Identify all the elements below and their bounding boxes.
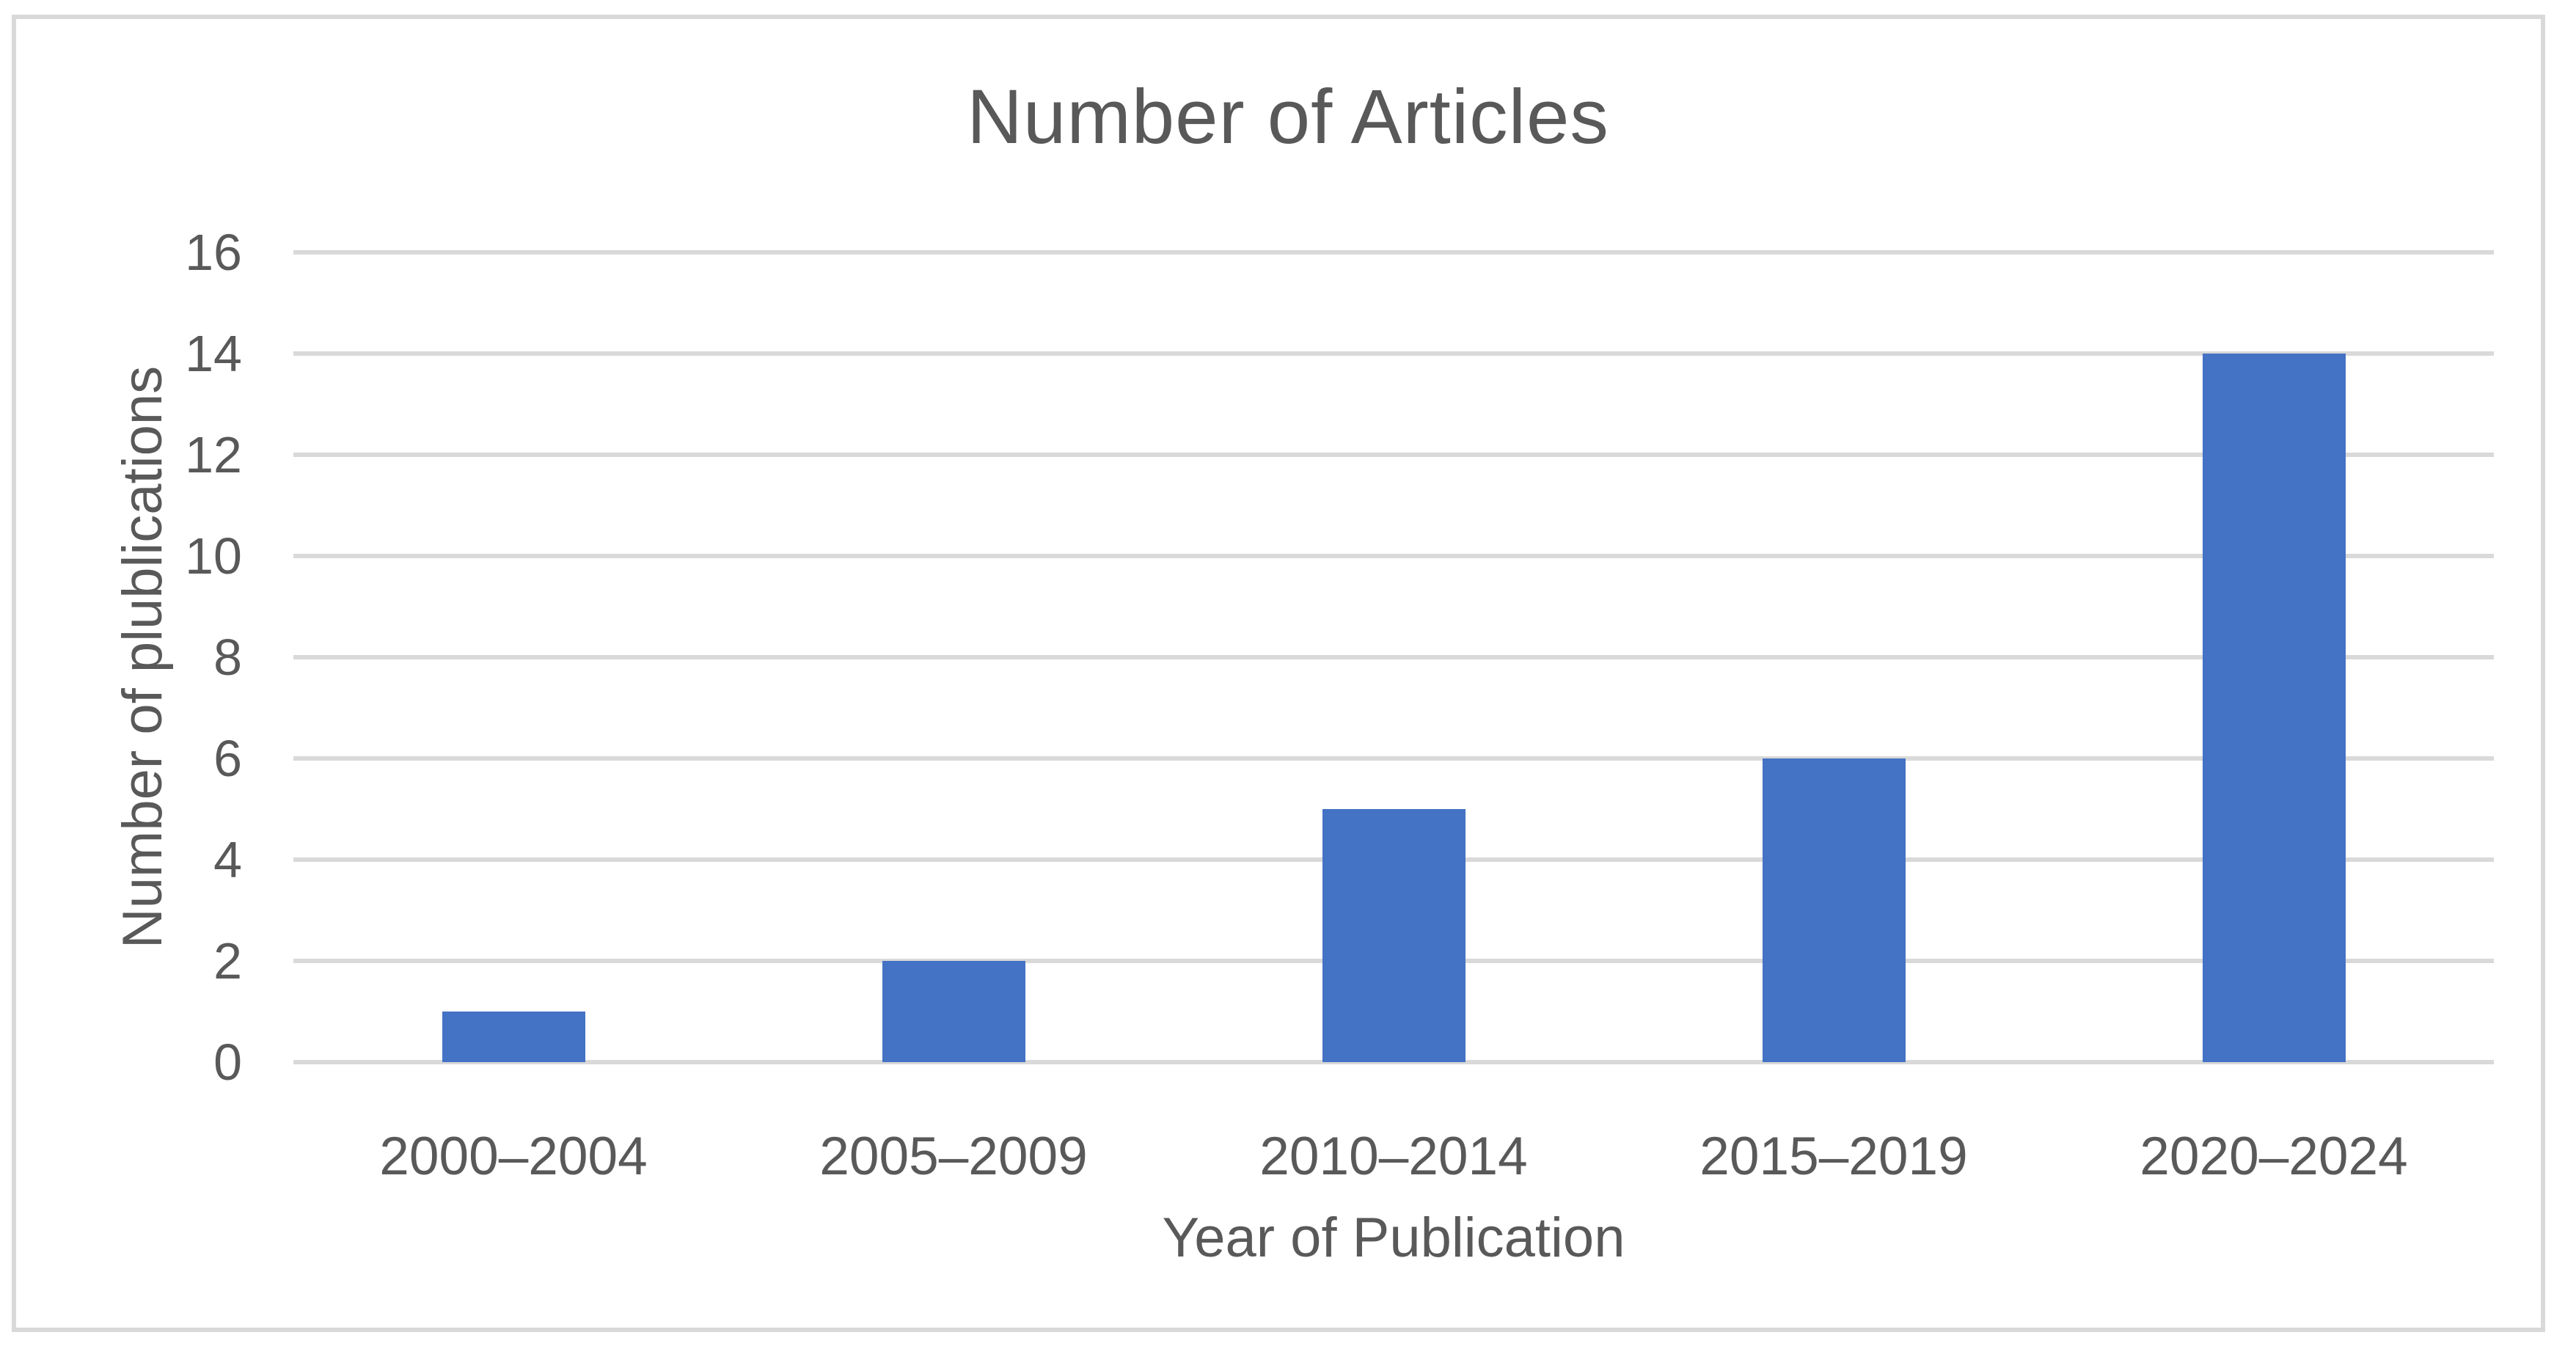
y-tick-label-16: 16 xyxy=(185,224,242,281)
x-tick-label-2000-2004: 2000–2004 xyxy=(379,1127,648,1186)
y-tick-label-12: 12 xyxy=(185,426,242,483)
y-tick-label-4: 4 xyxy=(213,831,242,888)
x-tick-label-2020-2024: 2020–2024 xyxy=(2140,1127,2408,1186)
gridline-y-8 xyxy=(293,655,2494,659)
x-tick-label-2005-2009: 2005–2009 xyxy=(819,1127,1088,1186)
y-tick-label-10: 10 xyxy=(185,527,242,585)
bar-2005-2009 xyxy=(882,961,1025,1062)
gridline-y-6 xyxy=(293,756,2494,761)
x-axis-title: Year of Publication xyxy=(1162,1207,1625,1269)
bar-2000-2004 xyxy=(442,1012,585,1062)
gridline-y-14 xyxy=(293,351,2494,356)
bar-2015-2019 xyxy=(1762,758,1906,1062)
bar-2020-2024 xyxy=(2202,354,2346,1062)
chart-border-frame xyxy=(12,15,2545,1332)
gridline-y-10 xyxy=(293,554,2494,558)
y-tick-label-2: 2 xyxy=(213,932,242,990)
y-tick-label-14: 14 xyxy=(185,325,242,382)
y-tick-label-0: 0 xyxy=(213,1034,242,1091)
plot-area xyxy=(293,250,2494,1064)
x-tick-label-2015-2019: 2015–2019 xyxy=(1699,1127,1968,1186)
x-tick-label-2010-2014: 2010–2014 xyxy=(1259,1127,1528,1186)
y-tick-label-8: 8 xyxy=(213,629,242,686)
gridline-y-12 xyxy=(293,453,2494,457)
gridline-y-0 xyxy=(293,1060,2494,1064)
bar-2010-2014 xyxy=(1322,809,1466,1062)
y-tick-label-6: 6 xyxy=(213,730,242,787)
gridline-y-16 xyxy=(293,250,2494,255)
chart-title: Number of Articles xyxy=(967,74,1609,160)
